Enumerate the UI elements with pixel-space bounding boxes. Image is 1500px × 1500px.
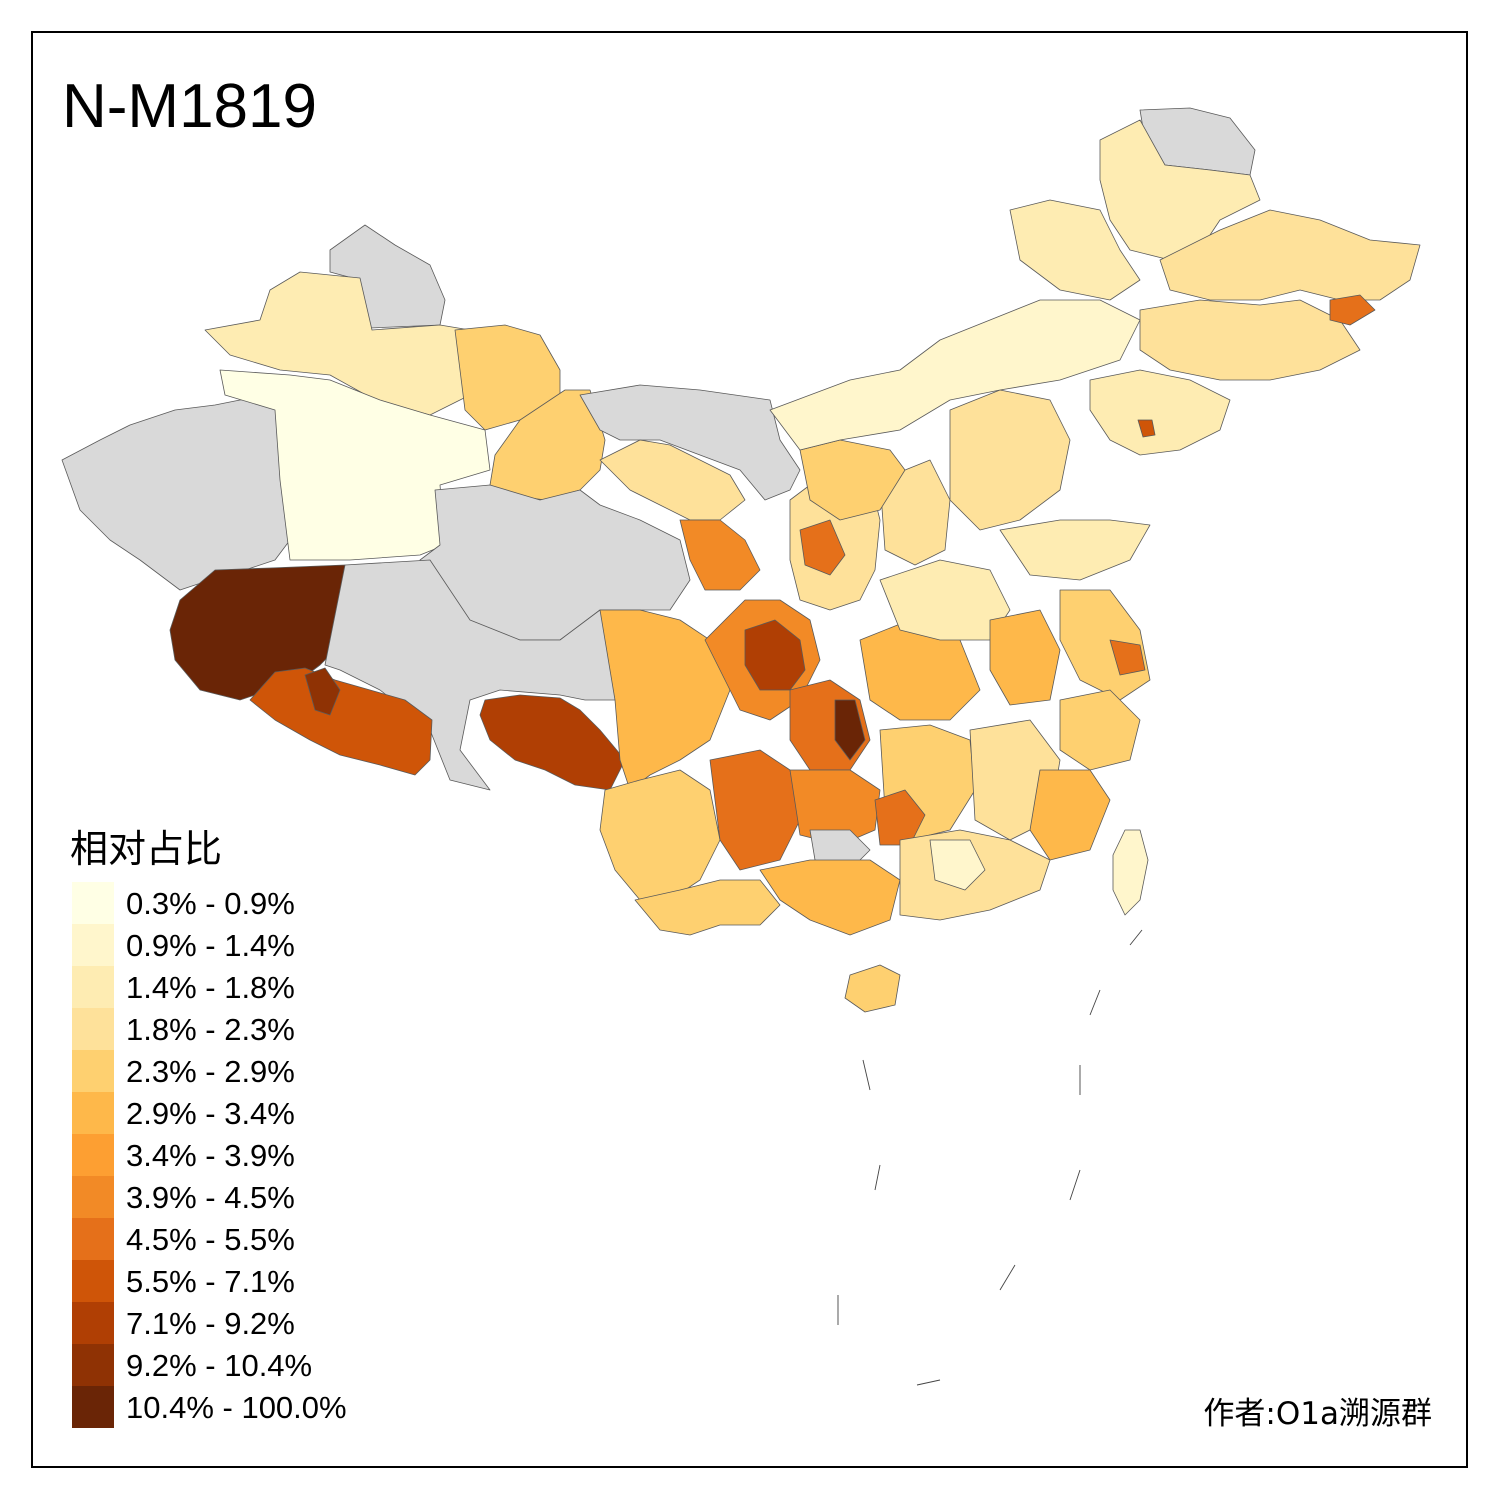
region-qinghai-nodata xyxy=(579,384,801,501)
author-credit: 作者:O1a溯源群 xyxy=(1203,1396,1432,1432)
map-frame xyxy=(31,31,1468,1468)
legend-label: 2.9% - 3.4% xyxy=(126,1096,295,1131)
legend-swatch xyxy=(72,966,114,1008)
legend-label: 5.5% - 7.1% xyxy=(126,1264,295,1299)
legend-swatch xyxy=(72,1050,114,1092)
legend-row: 9.2% - 10.4% xyxy=(72,1344,412,1386)
legend-label: 7.1% - 9.2% xyxy=(126,1306,295,1341)
legend-label: 0.9% - 1.4% xyxy=(126,928,295,963)
legend-row: 1.4% - 1.8% xyxy=(72,966,412,1008)
legend-row: 2.9% - 3.4% xyxy=(72,1092,412,1134)
region-sichuan-west xyxy=(599,609,731,791)
region-chengdu xyxy=(744,619,806,691)
legend-row: 0.9% - 1.4% xyxy=(72,924,412,966)
legend-row: 7.1% - 9.2% xyxy=(72,1302,412,1344)
legend-swatch xyxy=(72,924,114,966)
region-anhui xyxy=(989,609,1061,706)
region-inner-mongolia-central xyxy=(769,299,1141,451)
region-heilongjiang-north xyxy=(1099,119,1261,261)
legend-title: 相对占比 xyxy=(70,827,223,871)
legend-row: 0.3% - 0.9% xyxy=(72,882,412,924)
legend-row: 3.9% - 4.5% xyxy=(72,1176,412,1218)
map-title: N-M1819 xyxy=(62,72,317,141)
legend-swatch xyxy=(72,1386,114,1428)
region-yunnan-east xyxy=(709,749,801,871)
region-liaoning xyxy=(1089,369,1231,456)
region-inner-mongolia-west xyxy=(799,439,906,521)
legend-label: 3.4% - 3.9% xyxy=(126,1138,295,1173)
region-chongqing-core xyxy=(834,699,866,761)
region-yunnan-south xyxy=(634,879,781,936)
legend-row: 4.5% - 5.5% xyxy=(72,1218,412,1260)
region-guangdong-core xyxy=(929,839,986,891)
region-hainan xyxy=(844,964,901,1013)
region-hunan-core xyxy=(874,789,926,846)
legend-row: 3.4% - 3.9% xyxy=(72,1134,412,1176)
region-tibet-strip xyxy=(304,667,341,716)
legend-swatch xyxy=(72,1134,114,1176)
legend-swatch xyxy=(72,1008,114,1050)
legend-row: 10.4% - 100.0% xyxy=(72,1386,412,1428)
region-gansu xyxy=(599,439,746,521)
region-jiangsu-south xyxy=(1109,639,1146,676)
region-shanxi xyxy=(879,459,951,566)
legend-swatch xyxy=(72,1218,114,1260)
legend-swatch xyxy=(72,1260,114,1302)
region-yanbian xyxy=(1329,294,1376,326)
region-xinjiang-west-nodata xyxy=(61,394,291,591)
legend-label: 3.9% - 4.5% xyxy=(126,1180,295,1215)
legend-label: 1.8% - 2.3% xyxy=(126,1012,295,1047)
region-shigatse xyxy=(249,667,433,776)
legend-label: 10.4% - 100.0% xyxy=(126,1390,347,1425)
legend-label: 0.3% - 0.9% xyxy=(126,886,295,921)
region-heilongjiang xyxy=(1159,209,1421,301)
region-shaanxi-south xyxy=(799,519,846,576)
legend-swatch xyxy=(72,1092,114,1134)
region-zhejiang xyxy=(1059,689,1141,771)
region-yunnan-west xyxy=(599,769,721,901)
legend-row: 1.8% - 2.3% xyxy=(72,1008,412,1050)
region-shandong xyxy=(999,519,1151,581)
region-jilin xyxy=(1139,299,1361,381)
legend-swatch xyxy=(72,1302,114,1344)
region-guizhou xyxy=(789,769,881,846)
region-dalian xyxy=(1137,419,1156,438)
legend-swatch xyxy=(72,882,114,924)
south-china-sea-islands xyxy=(837,929,1143,1386)
region-gansu-east xyxy=(679,519,761,591)
legend-label: 2.3% - 2.9% xyxy=(126,1054,295,1089)
legend-row: 2.3% - 2.9% xyxy=(72,1050,412,1092)
region-inner-mongolia-east xyxy=(1009,199,1141,301)
region-nyingchi xyxy=(479,694,626,791)
region-fujian xyxy=(1029,769,1111,861)
region-taiwan xyxy=(1112,829,1149,916)
legend-label: 1.4% - 1.8% xyxy=(126,970,295,1005)
legend-swatch xyxy=(72,1176,114,1218)
region-hebei xyxy=(949,389,1071,531)
region-xinjiang-north-nodata xyxy=(329,224,446,329)
legend: 0.3% - 0.9% 0.9% - 1.4% 1.4% - 1.8% 1.8% - … xyxy=(72,882,412,1428)
region-guangxi xyxy=(759,859,901,936)
legend-swatch xyxy=(72,1344,114,1386)
legend-label: 4.5% - 5.5% xyxy=(126,1222,295,1257)
legend-label: 9.2% - 10.4% xyxy=(126,1348,313,1383)
legend-row: 5.5% - 7.1% xyxy=(72,1260,412,1302)
